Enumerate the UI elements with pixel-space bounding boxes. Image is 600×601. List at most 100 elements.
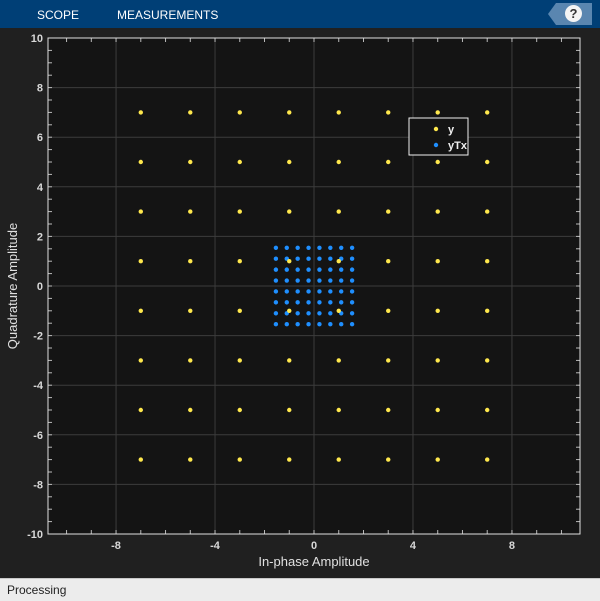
data-point-y <box>237 358 242 363</box>
data-point-y <box>287 209 292 214</box>
data-point-yTx <box>284 245 289 251</box>
data-point-yTx <box>295 311 300 316</box>
data-point-y <box>386 159 391 165</box>
question-mark-icon: ? <box>565 5 582 22</box>
x-tick-label: 0 <box>311 540 317 552</box>
data-point-y <box>188 308 193 313</box>
y-tick-label: 8 <box>37 83 43 95</box>
data-point-y <box>237 457 242 462</box>
data-point-y <box>435 457 440 462</box>
y-axis-label: Quadrature Amplitude <box>5 223 20 349</box>
data-point-yTx <box>306 278 311 283</box>
y-tick-label: 0 <box>37 281 43 293</box>
data-point-y <box>188 159 193 165</box>
data-point-yTx <box>328 278 333 283</box>
data-point-y <box>386 308 391 313</box>
x-tick-label: -4 <box>210 540 221 552</box>
data-point-y <box>138 358 143 363</box>
data-point-y <box>336 259 341 264</box>
data-point-y <box>386 209 391 214</box>
y-tick-label: -6 <box>33 430 43 442</box>
data-point-yTx <box>339 289 344 294</box>
data-point-yTx <box>349 321 355 327</box>
data-point-yTx <box>273 278 279 283</box>
data-point-yTx <box>295 245 300 251</box>
status-text: Processing <box>7 583 67 597</box>
data-point-y <box>138 159 143 165</box>
data-point-y <box>386 259 391 264</box>
legend-marker-y <box>433 126 439 132</box>
data-point-yTx <box>339 300 344 305</box>
data-point-yTx <box>339 245 344 251</box>
data-point-yTx <box>349 256 355 261</box>
y-tick-label: 2 <box>37 231 43 243</box>
data-point-y <box>237 159 242 165</box>
data-point-y <box>336 407 341 413</box>
data-point-yTx <box>295 289 300 294</box>
data-point-y <box>237 259 242 264</box>
axes-box <box>47 37 581 535</box>
tab-scope[interactable]: SCOPE <box>37 8 80 22</box>
data-point-yTx <box>273 256 279 261</box>
data-point-y <box>287 110 292 115</box>
data-point-yTx <box>295 267 300 272</box>
data-point-yTx <box>328 311 333 316</box>
data-point-yTx <box>349 311 355 316</box>
data-point-yTx <box>306 289 311 294</box>
data-point-yTx <box>328 321 333 327</box>
data-point-y <box>237 407 242 413</box>
status-bar: Processing <box>0 578 600 601</box>
data-point-yTx <box>317 245 322 251</box>
data-point-y <box>237 209 242 214</box>
data-point-y <box>386 110 391 115</box>
data-point-yTx <box>317 256 322 261</box>
data-point-y <box>485 358 490 363</box>
data-point-y <box>435 209 440 214</box>
data-point-yTx <box>284 289 289 294</box>
x-tick-label: -8 <box>111 540 121 552</box>
data-point-y <box>386 358 391 363</box>
data-point-y <box>237 308 242 313</box>
data-point-y <box>138 308 143 313</box>
data-point-y <box>287 308 292 313</box>
data-point-yTx <box>295 256 300 261</box>
data-point-yTx <box>349 267 355 272</box>
help-button[interactable]: ? <box>548 3 592 25</box>
data-point-yTx <box>284 267 289 272</box>
data-point-y <box>435 308 440 313</box>
data-point-y <box>435 159 440 165</box>
data-point-yTx <box>349 300 355 305</box>
data-point-yTx <box>328 267 333 272</box>
data-point-y <box>336 159 341 165</box>
data-point-yTx <box>273 267 279 272</box>
data-point-y <box>386 457 391 462</box>
data-point-yTx <box>317 267 322 272</box>
data-point-y <box>435 110 440 115</box>
data-point-y <box>435 358 440 363</box>
data-point-yTx <box>295 300 300 305</box>
data-point-yTx <box>349 245 355 251</box>
data-point-yTx <box>273 289 279 294</box>
data-point-y <box>336 457 341 462</box>
data-point-yTx <box>328 245 333 251</box>
data-point-yTx <box>306 321 311 327</box>
data-point-y <box>386 407 391 413</box>
data-point-y <box>485 457 490 462</box>
data-point-yTx <box>284 321 289 327</box>
y-tick-label: -2 <box>33 331 43 343</box>
data-point-y <box>138 259 143 264</box>
x-tick-label: 8 <box>509 540 515 552</box>
y-tick-label: -4 <box>33 380 44 392</box>
tab-measurements[interactable]: MEASUREMENTS <box>117 8 219 22</box>
data-point-y <box>336 308 341 313</box>
y-tick-label: -10 <box>27 529 43 541</box>
legend-marker-yTx <box>433 142 439 148</box>
legend <box>408 117 469 156</box>
data-point-y <box>138 209 143 214</box>
data-point-yTx <box>273 300 279 305</box>
data-point-y <box>188 209 193 214</box>
data-point-y <box>485 110 490 115</box>
data-point-y <box>435 407 440 413</box>
data-point-yTx <box>284 278 289 283</box>
data-point-yTx <box>349 278 355 283</box>
